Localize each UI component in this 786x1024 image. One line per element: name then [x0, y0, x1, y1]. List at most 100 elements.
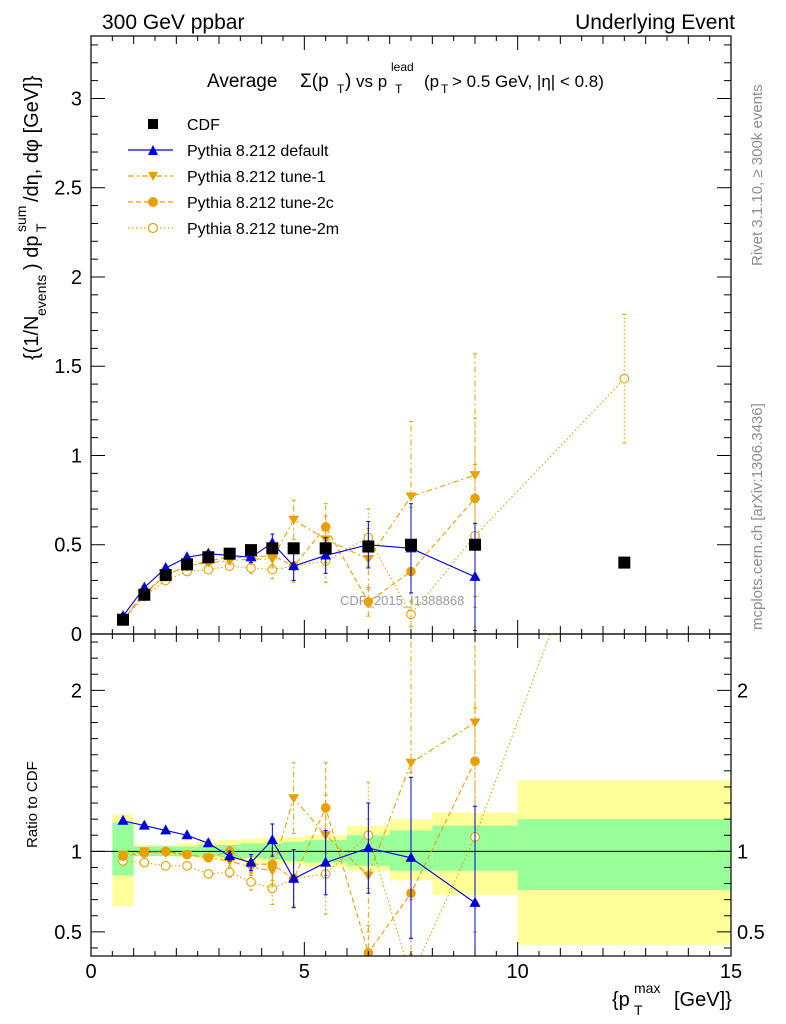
- cdf-point: [266, 542, 279, 555]
- ratio-y-tick-label: 2: [71, 680, 82, 702]
- ratio-point: [181, 850, 193, 860]
- top-point: [246, 563, 256, 573]
- mcplots-label: mcplots.cern.ch [arXiv:1306.3436]: [749, 403, 766, 630]
- ylabel-sub-events: events: [33, 275, 49, 316]
- x-tick-label: 10: [507, 961, 529, 983]
- ratio-series-pythia-8-212-default: [117, 776, 481, 956]
- ratio-point: [267, 859, 278, 870]
- cdf-point: [138, 588, 151, 601]
- title-vs: vs p: [356, 72, 387, 91]
- ratio-point: [203, 869, 214, 879]
- legend-marker-default: [148, 145, 158, 155]
- top-line: [122, 378, 625, 621]
- title-sigma: Σ(p: [300, 71, 329, 92]
- y-tick-label: 2.5: [54, 178, 82, 200]
- ratio-point: [202, 837, 214, 848]
- ratio-y-tick-label: 0.5: [54, 922, 82, 944]
- top-series-pythia-8-212-tune-1: [117, 353, 481, 625]
- y-tick-label: 1: [71, 445, 82, 467]
- title-sub-t2: T: [395, 82, 403, 96]
- legend-label-tune2m: Pythia 8.212 tune-2m: [187, 221, 339, 238]
- ratio-point: [245, 856, 257, 867]
- top-point: [469, 471, 481, 481]
- top-point: [469, 570, 481, 581]
- top-point: [405, 492, 417, 502]
- legend-entry-tune2m: Pythia 8.212 tune-2m: [128, 221, 339, 238]
- band-inner-13: [517, 819, 731, 890]
- ratio-point: [266, 866, 278, 876]
- ratio-panel-data: [117, 634, 551, 982]
- legend: CDF Pythia 8.212 default Pythia 8.212 tu…: [128, 117, 339, 238]
- band-inner-4: [197, 844, 219, 857]
- cdf-point: [319, 542, 332, 555]
- ratio-point: [405, 851, 417, 862]
- ratio-point: [160, 824, 172, 835]
- ratio-point: [405, 758, 417, 768]
- top-point: [266, 555, 278, 565]
- cdf-point: [245, 544, 257, 557]
- title-close: ): [345, 71, 351, 92]
- ratio-y-tick-label-right: 1: [737, 841, 748, 863]
- legend-entry-tune2c: Pythia 8.212 tune-2c: [128, 195, 334, 212]
- ratio-point: [407, 973, 416, 982]
- y-tick-label: 2: [71, 267, 82, 289]
- cdf-point: [159, 569, 172, 582]
- top-ylabel: {(1/N events ) dp sum T /dη, dφ [GeV]}: [13, 75, 49, 360]
- title-sup-lead: lead: [391, 60, 414, 74]
- title-rest: (p: [424, 72, 439, 91]
- ratio-point: [288, 794, 300, 804]
- ratio-point: [181, 829, 193, 840]
- legend-marker-tune1: [148, 172, 158, 181]
- ratio-point: [202, 853, 214, 863]
- legend-entry-tune1: Pythia 8.212 tune-1: [128, 169, 326, 186]
- legend-label-tune1: Pythia 8.212 tune-1: [187, 169, 326, 186]
- ratio-point: [138, 819, 150, 830]
- title-main: Average: [207, 71, 277, 92]
- legend-entry-cdf: CDF: [148, 117, 220, 134]
- ratio-point: [469, 896, 481, 907]
- title-sub-t3: T: [441, 82, 449, 96]
- band-inner-0: [112, 822, 134, 876]
- ylabel-sub-t: T: [33, 223, 49, 232]
- ratio-ylabel: Ratio to CDF: [24, 761, 41, 848]
- ratio-point: [266, 834, 278, 845]
- y-tick-label: 0: [71, 624, 82, 646]
- legend-marker-tune2m: [147, 222, 159, 234]
- top-point: [288, 515, 300, 525]
- xlabel: {p T max [GeV]}: [612, 980, 732, 1018]
- xlabel-tail: [GeV]}: [674, 989, 732, 1011]
- top-point: [245, 551, 257, 562]
- legend-marker-cdf: [148, 119, 158, 129]
- ratio-point: [288, 872, 300, 883]
- ratio-point: [117, 850, 129, 860]
- header-left: 300 GeV ppbar: [102, 11, 244, 34]
- top-series-pythia-8-212-default: [117, 503, 481, 631]
- ratio-point: [139, 857, 150, 868]
- legend-label-tune2c: Pythia 8.212 tune-2c: [187, 195, 334, 212]
- y-tick-label: 0.5: [54, 535, 82, 557]
- ratio-point: [182, 860, 192, 871]
- top-point: [619, 373, 630, 384]
- ylabel-sup-sum: sum: [13, 206, 29, 232]
- cdf-point: [223, 547, 236, 560]
- x-tick-label: 0: [85, 961, 96, 983]
- watermark: CDF_2015_I1388868: [340, 593, 464, 608]
- cdf-point: [362, 540, 375, 553]
- ratio-point: [320, 856, 332, 867]
- xlabel-open: {p: [612, 989, 630, 1011]
- title-cuts: > 0.5 GeV, |η| < 0.8): [452, 72, 604, 91]
- ratio-point: [117, 814, 129, 825]
- legend-marker-tune2c: [148, 197, 158, 207]
- ratio-y-tick-label-right: 0.5: [737, 922, 765, 944]
- top-point: [320, 522, 331, 532]
- ratio-y-tick-label-right: 2: [737, 680, 748, 702]
- top-series-pythia-8-212-tune-2m: [118, 313, 630, 628]
- ratio-point: [246, 877, 256, 887]
- band-inner-6: [240, 843, 262, 858]
- ratio-point: [224, 867, 235, 878]
- x-tick-label: 15: [720, 961, 742, 983]
- cdf-point: [287, 542, 300, 555]
- top-panel-data: [117, 313, 631, 634]
- cdf-point: [117, 613, 129, 626]
